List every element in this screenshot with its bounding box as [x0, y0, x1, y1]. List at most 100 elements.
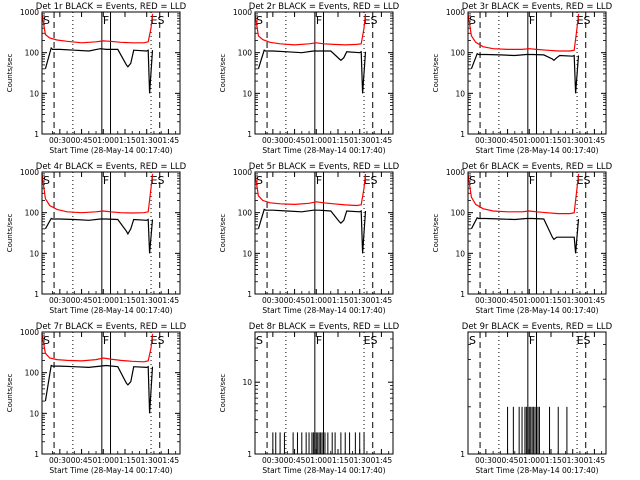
x-axis-label: Start Time (28-May-14 00:17:40) — [262, 466, 385, 475]
x-tick-label: 01:30 — [349, 296, 371, 305]
lld-rate-line — [41, 173, 154, 214]
y-tick-label: 1 — [247, 130, 252, 139]
chart-panel: Det 9r BLACK = Events, RED = LLD Start Ti… — [460, 322, 612, 475]
marker-label: S — [469, 334, 476, 347]
x-tick-label: 00:45 — [284, 136, 306, 145]
x-axis-label: Start Time (28-May-14 00:17:40) — [475, 466, 598, 475]
x-tick-label: 00:30 — [262, 296, 284, 305]
x-tick-label: 01:00 — [518, 456, 540, 465]
x-axis-label: Start Time (28-May-14 00:17:40) — [262, 146, 385, 155]
y-tick-label: 10 — [242, 89, 252, 98]
marker-label: F — [529, 334, 535, 347]
y-axis-label: Counts/sec — [432, 54, 440, 93]
plot-frame — [254, 331, 394, 455]
x-tick-label: 01:30 — [349, 136, 371, 145]
x-tick-label: 01:45 — [371, 296, 393, 305]
chart-title: Det 2r BLACK = Events, RED = LLD — [249, 2, 400, 12]
x-tick-label: 01:00 — [518, 296, 540, 305]
x-axis-label: Start Time (28-May-14 00:17:40) — [49, 146, 172, 155]
plot-frame — [254, 171, 394, 295]
x-tick-label: 01:15 — [114, 296, 136, 305]
marker-label: F — [529, 174, 535, 187]
x-tick-label: 00:45 — [284, 296, 306, 305]
chart-title: Det 4r BLACK = Events, RED = LLD — [36, 162, 187, 172]
lld-rate-line — [254, 173, 367, 207]
events-rate-line — [257, 208, 367, 254]
chart-title: Det 5r BLACK = Events, RED = LLD — [249, 162, 400, 172]
x-tick-label: 01:30 — [349, 456, 371, 465]
x-tick-label: 01:00 — [92, 456, 114, 465]
x-tick-label: 00:30 — [475, 136, 497, 145]
x-tick-label: 00:30 — [49, 456, 71, 465]
marker-label: ES — [151, 334, 165, 347]
marker-label: S — [256, 14, 263, 27]
x-tick-label: 01:45 — [584, 296, 606, 305]
y-axis-label: Counts/sec — [6, 54, 14, 93]
y-tick-label: 10 — [29, 409, 39, 418]
y-tick-label: 1000 — [446, 8, 465, 17]
x-tick-label: 01:15 — [540, 456, 562, 465]
y-tick-label: 1000 — [233, 8, 252, 17]
y-tick-label: 1 — [34, 290, 39, 299]
x-tick-label: 00:30 — [49, 296, 71, 305]
x-tick-label: 01:15 — [114, 456, 136, 465]
x-tick-label: 01:00 — [92, 136, 114, 145]
marker-label: F — [316, 174, 322, 187]
marker-label: S — [43, 334, 50, 347]
x-tick-label: 01:30 — [562, 296, 584, 305]
marker-label: S — [469, 174, 476, 187]
y-tick-label: 1000 — [20, 8, 39, 17]
marker-label: S — [256, 334, 263, 347]
marker-label: ES — [364, 334, 378, 347]
x-tick-label: 00:45 — [71, 456, 93, 465]
plot-frame — [41, 331, 181, 455]
events-rate-line — [257, 49, 367, 94]
chart-title: Det 9r BLACK = Events, RED = LLD — [462, 322, 613, 332]
marker-label: F — [103, 14, 109, 27]
y-tick-label: 1 — [460, 450, 465, 459]
y-tick-label: 100 — [451, 49, 466, 58]
x-tick-label: 01:00 — [92, 296, 114, 305]
marker-label: ES — [577, 174, 591, 187]
chart-panel: Det 5r BLACK = Events, RED = LLD Counts/s… — [219, 162, 400, 315]
y-axis-label: Counts/sec — [432, 214, 440, 253]
x-tick-label: 01:00 — [518, 136, 540, 145]
x-tick-label: 01:30 — [136, 456, 158, 465]
chart-title: Det 8r BLACK = Events, RED = LLD — [249, 322, 400, 332]
y-axis-label: Counts/sec — [6, 214, 14, 253]
y-tick-label: 1 — [460, 290, 465, 299]
y-tick-label: 10 — [29, 249, 39, 258]
y-tick-label: 100 — [451, 209, 466, 218]
x-tick-label: 01:45 — [158, 456, 180, 465]
marker-label: S — [43, 174, 50, 187]
y-axis-label: Counts/sec — [6, 374, 14, 413]
lld-rate-line — [254, 13, 367, 46]
marker-label: F — [529, 14, 535, 27]
x-tick-label: 00:45 — [71, 136, 93, 145]
marker-label: ES — [151, 174, 165, 187]
x-tick-label: 01:45 — [158, 136, 180, 145]
y-axis-label: Counts/sec — [219, 214, 227, 253]
marker-label: ES — [364, 14, 378, 27]
marker-label: F — [103, 334, 109, 347]
y-tick-label: 1 — [34, 450, 39, 459]
chart-panel: Det 4r BLACK = Events, RED = LLD Counts/s… — [6, 162, 187, 315]
x-tick-label: 01:15 — [327, 136, 349, 145]
lld-rate-line — [467, 173, 580, 215]
chart-panel: Det 2r BLACK = Events, RED = LLD Counts/s… — [219, 2, 400, 155]
chart-panel: Det 8r BLACK = Events, RED = LLD Counts/s… — [219, 322, 400, 475]
chart-title: Det 1r BLACK = Events, RED = LLD — [36, 2, 187, 12]
x-tick-label: 01:45 — [584, 136, 606, 145]
y-tick-label: 1 — [247, 290, 252, 299]
x-tick-label: 01:00 — [305, 296, 327, 305]
x-tick-label: 01:30 — [562, 456, 584, 465]
x-tick-label: 01:00 — [305, 136, 327, 145]
x-axis-label: Start Time (28-May-14 00:17:40) — [49, 466, 172, 475]
y-tick-label: 10 — [29, 89, 39, 98]
marker-label: ES — [364, 174, 378, 187]
x-tick-label: 00:45 — [497, 136, 519, 145]
events-rate-line — [44, 364, 154, 414]
events-rate-line — [44, 217, 154, 254]
x-tick-label: 01:45 — [371, 136, 393, 145]
